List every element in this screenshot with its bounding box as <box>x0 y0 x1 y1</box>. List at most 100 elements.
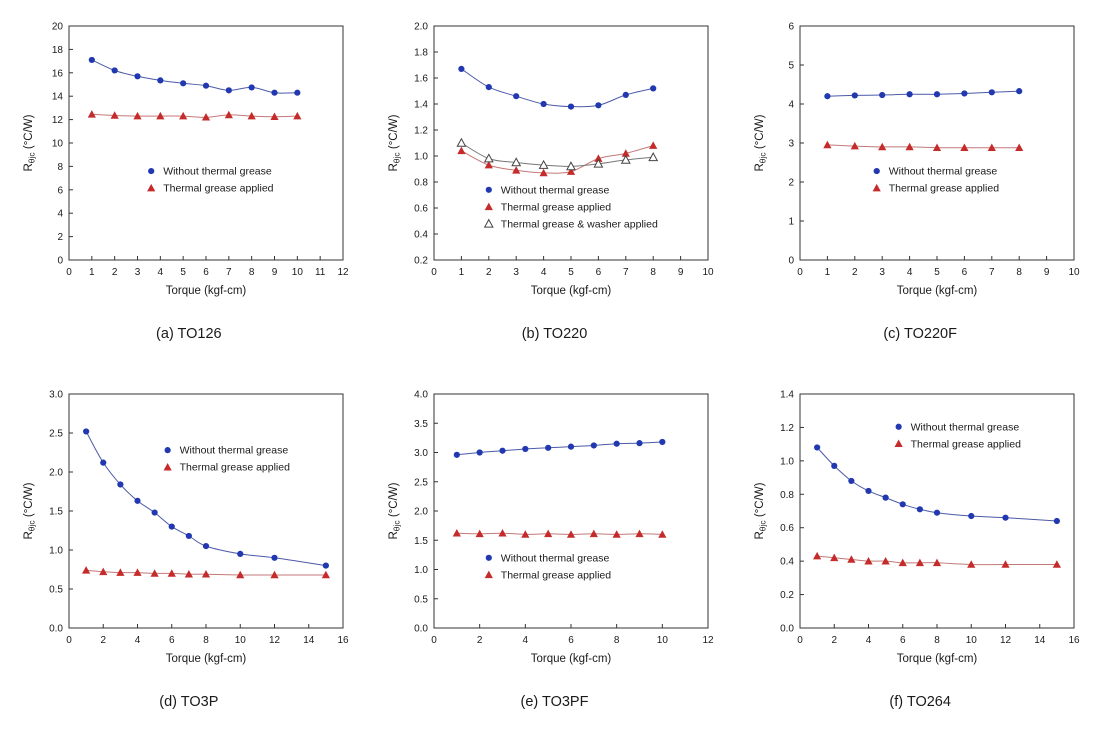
svg-text:2: 2 <box>477 635 483 646</box>
svg-text:Without thermal grease: Without thermal grease <box>501 552 610 564</box>
svg-text:1.0: 1.0 <box>780 456 794 467</box>
svg-text:7: 7 <box>226 267 232 278</box>
svg-text:0.8: 0.8 <box>415 178 429 189</box>
legend: Without thermal grease Thermal grease app… <box>163 445 290 474</box>
x-axis-label: Torque (kgf-cm) <box>531 653 612 665</box>
svg-text:5: 5 <box>569 267 575 278</box>
svg-text:10: 10 <box>1069 267 1081 278</box>
svg-text:6: 6 <box>789 22 795 33</box>
figure-grid: 0 1 2 3 4 5 6 7 8 9 10 11 12 0 2 4 6 8 10 12 14 16 18 20 Torque … <box>6 14 1103 711</box>
plot-border <box>433 393 709 629</box>
svg-text:1.5: 1.5 <box>415 536 429 547</box>
svg-text:6: 6 <box>57 185 63 196</box>
svg-text:6: 6 <box>900 635 906 646</box>
svg-text:1.4: 1.4 <box>780 390 794 401</box>
svg-text:0: 0 <box>432 267 438 278</box>
legend: Without thermal grease Thermal grease app… <box>485 552 612 581</box>
svg-text:Without thermal grease: Without thermal grease <box>179 445 288 457</box>
svg-text:1: 1 <box>825 267 831 278</box>
svg-text:16: 16 <box>1069 635 1081 646</box>
svg-text:6: 6 <box>596 267 602 278</box>
svg-text:6: 6 <box>169 635 175 646</box>
svg-text:10: 10 <box>657 635 669 646</box>
svg-text:3.5: 3.5 <box>415 419 429 430</box>
svg-text:Thermal grease applied: Thermal grease applied <box>501 201 611 213</box>
legend: Without thermal grease Thermal grease app… <box>872 166 999 195</box>
plot-border <box>68 25 344 261</box>
svg-text:8: 8 <box>934 635 940 646</box>
legend: Without thermal grease Thermal grease app… <box>146 166 274 195</box>
svg-text:14: 14 <box>52 92 64 103</box>
legend: Without thermal grease Thermal grease app… <box>894 421 1021 450</box>
svg-text:Without thermal grease: Without thermal grease <box>911 421 1020 433</box>
svg-text:Without thermal grease: Without thermal grease <box>163 166 272 178</box>
series-thermal-grease-applied <box>81 566 330 579</box>
svg-text:1.5: 1.5 <box>49 507 63 518</box>
figure-panel-f: 0 2 4 6 8 10 12 14 16 0.0 0.2 0.4 0.6 0.8 1.0 1.2 1.4 Tor… <box>737 382 1103 711</box>
series-thermal-grease-applied <box>813 551 1062 568</box>
svg-text:8: 8 <box>1017 267 1023 278</box>
svg-text:4: 4 <box>157 267 163 278</box>
svg-text:7: 7 <box>989 267 995 278</box>
svg-text:1.0: 1.0 <box>49 546 63 557</box>
svg-text:0: 0 <box>797 635 803 646</box>
figure-panel-b: 0 1 2 3 4 5 6 7 8 9 10 0.2 0.4 0.6 0.8 1.0 1.2 1.4 1.6 1.8 2… <box>372 14 738 343</box>
figure-panel-d: 0 2 4 6 8 10 12 14 16 0.0 0.5 1.0 1.5 2.0 2.5 3.0 Torque… <box>6 382 372 711</box>
y-axis-label: Rθjc (°C/W) <box>388 482 402 539</box>
svg-text:0.0: 0.0 <box>780 624 794 635</box>
series-without-thermal-grease <box>824 88 1023 100</box>
svg-text:2: 2 <box>789 178 795 189</box>
x-axis-label: Torque (kgf-cm) <box>166 285 247 297</box>
x-axis: 0 2 4 6 8 10 12 <box>432 624 714 646</box>
y-axis: 0 2 4 6 8 10 12 14 16 18 20 <box>52 22 73 267</box>
svg-text:Thermal grease applied: Thermal grease applied <box>911 438 1021 450</box>
svg-text:11: 11 <box>315 267 326 278</box>
svg-text:Without thermal grease: Without thermal grease <box>501 184 610 196</box>
svg-text:14: 14 <box>1034 635 1046 646</box>
svg-text:0.6: 0.6 <box>780 523 794 534</box>
svg-text:18: 18 <box>52 45 64 56</box>
svg-text:0: 0 <box>57 256 63 267</box>
svg-text:6: 6 <box>203 267 209 278</box>
svg-text:20: 20 <box>52 22 64 33</box>
svg-text:10: 10 <box>966 635 978 646</box>
svg-text:12: 12 <box>1000 635 1012 646</box>
caption-to220: (b) TO220 <box>521 326 588 342</box>
svg-text:1.0: 1.0 <box>415 565 429 576</box>
svg-text:1.2: 1.2 <box>415 126 429 137</box>
svg-text:4: 4 <box>866 635 872 646</box>
svg-text:0.0: 0.0 <box>415 624 429 635</box>
y-axis: 0.0 0.5 1.0 1.5 2.0 2.5 3.0 3.5 4.0 <box>415 390 439 635</box>
svg-text:0: 0 <box>789 256 795 267</box>
svg-text:Thermal grease & washer applie: Thermal grease & washer applied <box>501 218 658 230</box>
svg-text:0: 0 <box>797 267 803 278</box>
svg-text:Thermal grease applied: Thermal grease applied <box>501 569 611 581</box>
svg-text:10: 10 <box>235 635 247 646</box>
caption-to3pf: (e) TO3PF <box>520 694 589 710</box>
svg-text:5: 5 <box>789 61 795 72</box>
svg-text:12: 12 <box>337 267 349 278</box>
caption-to220f: (c) TO220F <box>883 326 957 342</box>
chart-to264: 0 2 4 6 8 10 12 14 16 0.0 0.2 0.4 0.6 0.8 1.0 1.2 1.4 Tor… <box>754 390 1080 666</box>
svg-text:2.0: 2.0 <box>415 22 429 33</box>
series-thermal-grease-applied <box>87 110 302 121</box>
y-axis-label: Rθjc (°C/W) <box>754 114 768 171</box>
svg-text:1: 1 <box>89 267 95 278</box>
x-axis: 0 2 4 6 8 10 12 14 16 <box>797 624 1080 646</box>
series-without-thermal-grease <box>814 444 1061 525</box>
svg-text:3.0: 3.0 <box>49 390 63 401</box>
chart-to126: 0 1 2 3 4 5 6 7 8 9 10 11 1202468101214161820Torque … <box>23 22 349 298</box>
svg-text:16: 16 <box>337 635 349 646</box>
chart-to3pf: 0 2 4 6 8 10 12 0.0 0.5 1.0 1.5 2.0 2.5 3.0 3.5 4.0 Torq… <box>388 390 714 666</box>
figure-panel-e: 0 2 4 6 8 10 12 0.0 0.5 1.0 1.5 2.0 2.5 3.0 3.5 4.0 Torq… <box>372 382 738 711</box>
x-axis: 0 1 2 3 4 5 6 7 8 9 10 <box>432 256 714 278</box>
series-without-thermal-grease <box>88 56 301 96</box>
svg-text:0.2: 0.2 <box>415 256 429 267</box>
svg-text:1.8: 1.8 <box>415 48 429 59</box>
svg-text:2: 2 <box>832 635 838 646</box>
svg-text:Thermal grease applied: Thermal grease applied <box>179 462 289 474</box>
svg-text:3: 3 <box>880 267 886 278</box>
y-axis-label: Rθjc (°C/W) <box>388 114 402 171</box>
svg-text:12: 12 <box>52 115 64 126</box>
svg-text:9: 9 <box>272 267 278 278</box>
